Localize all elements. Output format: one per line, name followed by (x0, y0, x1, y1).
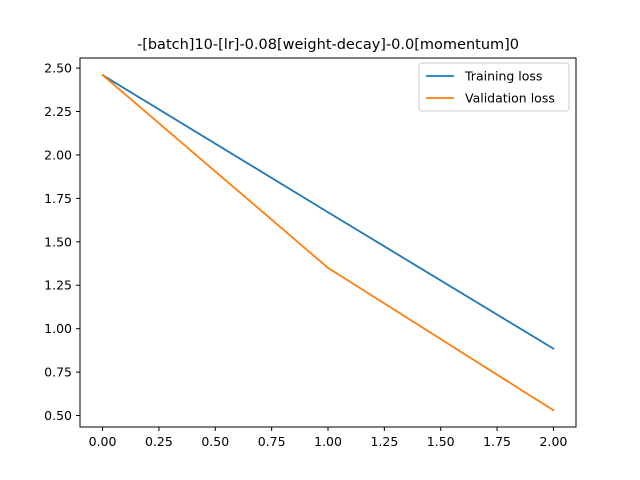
y-tick-label: 2.00 (44, 147, 72, 162)
x-tick-label: 0.00 (89, 434, 117, 449)
x-tick-label: 2.00 (540, 434, 568, 449)
axes-layer: 0.00 0.25 0.50 0.75 1.00 1.25 1.50 1.75 2.00 0.50… (44, 57, 577, 449)
y-tick-label: 1.25 (44, 278, 72, 293)
y-tick-label: 2.50 (44, 61, 72, 76)
legend-label-2: Validation loss (465, 91, 555, 106)
y-tick-label: 2.25 (44, 104, 72, 119)
x-tick-label: 0.50 (201, 434, 229, 449)
chart-title: -[batch]10-[lr]-0.08[weight-decay]-0.0[m… (137, 37, 519, 53)
y-tick-label: 1.50 (44, 234, 72, 249)
y-tick-label: 0.50 (44, 408, 72, 423)
x-tick-label: 1.75 (483, 434, 511, 449)
series-line-1 (101, 73, 555, 350)
x-tick-label: 1.50 (427, 434, 455, 449)
y-tick-label: 1.75 (44, 191, 72, 206)
x-tick-label: 1.00 (314, 434, 342, 449)
legend-box (418, 62, 570, 112)
series-line-2 (101, 73, 555, 412)
x-tick-label: 0.75 (258, 434, 286, 449)
legend-label-1: Training loss (464, 69, 542, 84)
series-layer (101, 73, 555, 412)
y-tick-label: 0.75 (44, 365, 72, 380)
x-tick-label: 0.25 (145, 434, 173, 449)
x-tick-label: 1.25 (370, 434, 398, 449)
legend: Training loss Validation loss (418, 62, 570, 112)
y-tick-label: 1.00 (44, 321, 72, 336)
